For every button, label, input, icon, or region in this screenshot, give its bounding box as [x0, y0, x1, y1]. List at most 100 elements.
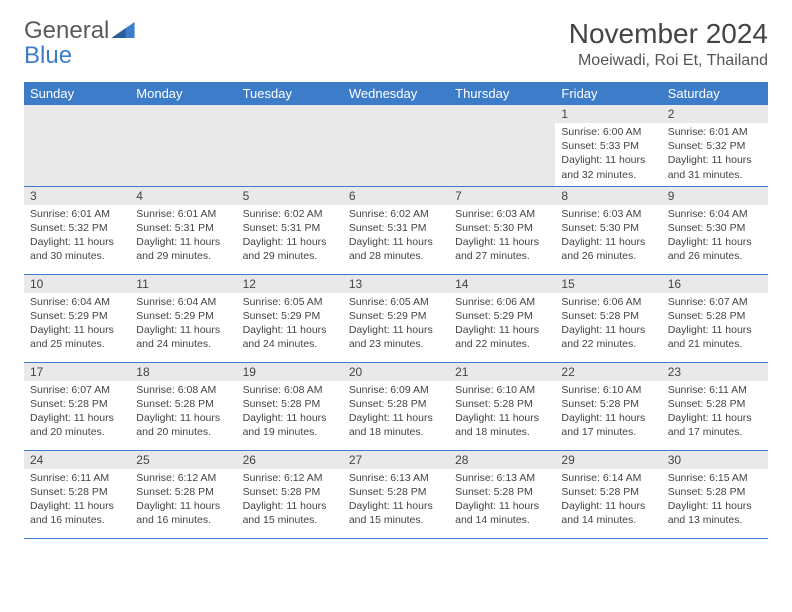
- day-cell: [24, 105, 130, 186]
- day-cell: 30Sunrise: 6:15 AMSunset: 5:28 PMDayligh…: [662, 450, 768, 538]
- sunrise-text: Sunrise: 6:02 AM: [243, 207, 337, 221]
- day-body: Sunrise: 6:01 AMSunset: 5:32 PMDaylight:…: [24, 205, 130, 268]
- day-number: 20: [343, 363, 449, 381]
- sunset-text: Sunset: 5:28 PM: [30, 485, 124, 499]
- day-cell: 12Sunrise: 6:05 AMSunset: 5:29 PMDayligh…: [237, 274, 343, 362]
- sunset-text: Sunset: 5:32 PM: [30, 221, 124, 235]
- day-number: 11: [130, 275, 236, 293]
- daylight-text: Daylight: 11 hours and 24 minutes.: [243, 323, 337, 351]
- day-header: Friday: [555, 82, 661, 105]
- sunset-text: Sunset: 5:29 PM: [136, 309, 230, 323]
- sunset-text: Sunset: 5:28 PM: [455, 397, 549, 411]
- daylight-text: Daylight: 11 hours and 30 minutes.: [30, 235, 124, 263]
- day-number: 18: [130, 363, 236, 381]
- day-body: Sunrise: 6:02 AMSunset: 5:31 PMDaylight:…: [343, 205, 449, 268]
- day-number: 24: [24, 451, 130, 469]
- daylight-text: Daylight: 11 hours and 22 minutes.: [455, 323, 549, 351]
- day-body: Sunrise: 6:10 AMSunset: 5:28 PMDaylight:…: [449, 381, 555, 444]
- day-body: Sunrise: 6:06 AMSunset: 5:28 PMDaylight:…: [555, 293, 661, 356]
- day-body: [343, 123, 449, 129]
- sunset-text: Sunset: 5:28 PM: [349, 397, 443, 411]
- day-number: 25: [130, 451, 236, 469]
- week-row: 3Sunrise: 6:01 AMSunset: 5:32 PMDaylight…: [24, 186, 768, 274]
- day-number: 3: [24, 187, 130, 205]
- sunrise-text: Sunrise: 6:07 AM: [668, 295, 762, 309]
- sunset-text: Sunset: 5:29 PM: [30, 309, 124, 323]
- day-body: Sunrise: 6:05 AMSunset: 5:29 PMDaylight:…: [343, 293, 449, 356]
- day-number: [343, 105, 449, 123]
- sunrise-text: Sunrise: 6:04 AM: [668, 207, 762, 221]
- sunset-text: Sunset: 5:32 PM: [668, 139, 762, 153]
- day-number: 1: [555, 105, 661, 123]
- location: Moeiwadi, Roi Et, Thailand: [569, 52, 768, 70]
- day-cell: 18Sunrise: 6:08 AMSunset: 5:28 PMDayligh…: [130, 362, 236, 450]
- sunset-text: Sunset: 5:28 PM: [30, 397, 124, 411]
- day-body: Sunrise: 6:07 AMSunset: 5:28 PMDaylight:…: [662, 293, 768, 356]
- day-number: 14: [449, 275, 555, 293]
- day-cell: 26Sunrise: 6:12 AMSunset: 5:28 PMDayligh…: [237, 450, 343, 538]
- sunrise-text: Sunrise: 6:13 AM: [349, 471, 443, 485]
- day-number: 4: [130, 187, 236, 205]
- week-row: 10Sunrise: 6:04 AMSunset: 5:29 PMDayligh…: [24, 274, 768, 362]
- daylight-text: Daylight: 11 hours and 14 minutes.: [455, 499, 549, 527]
- sunrise-text: Sunrise: 6:04 AM: [136, 295, 230, 309]
- sunset-text: Sunset: 5:31 PM: [136, 221, 230, 235]
- day-body: [237, 123, 343, 129]
- daylight-text: Daylight: 11 hours and 26 minutes.: [561, 235, 655, 263]
- day-cell: 4Sunrise: 6:01 AMSunset: 5:31 PMDaylight…: [130, 186, 236, 274]
- day-number: 7: [449, 187, 555, 205]
- day-number: 16: [662, 275, 768, 293]
- day-body: Sunrise: 6:01 AMSunset: 5:32 PMDaylight:…: [662, 123, 768, 186]
- day-header: Monday: [130, 82, 236, 105]
- day-number: 29: [555, 451, 661, 469]
- sunrise-text: Sunrise: 6:05 AM: [243, 295, 337, 309]
- sunset-text: Sunset: 5:28 PM: [668, 309, 762, 323]
- title-block: November 2024 Moeiwadi, Roi Et, Thailand: [569, 18, 768, 70]
- day-cell: 28Sunrise: 6:13 AMSunset: 5:28 PMDayligh…: [449, 450, 555, 538]
- sunset-text: Sunset: 5:29 PM: [349, 309, 443, 323]
- day-body: Sunrise: 6:14 AMSunset: 5:28 PMDaylight:…: [555, 469, 661, 532]
- sunrise-text: Sunrise: 6:00 AM: [561, 125, 655, 139]
- sunrise-text: Sunrise: 6:02 AM: [349, 207, 443, 221]
- day-header: Tuesday: [237, 82, 343, 105]
- day-cell: 22Sunrise: 6:10 AMSunset: 5:28 PMDayligh…: [555, 362, 661, 450]
- day-number: 28: [449, 451, 555, 469]
- day-body: Sunrise: 6:10 AMSunset: 5:28 PMDaylight:…: [555, 381, 661, 444]
- day-header: Sunday: [24, 82, 130, 105]
- day-number: 15: [555, 275, 661, 293]
- week-row: 17Sunrise: 6:07 AMSunset: 5:28 PMDayligh…: [24, 362, 768, 450]
- sunset-text: Sunset: 5:28 PM: [349, 485, 443, 499]
- day-number: 23: [662, 363, 768, 381]
- day-number: [237, 105, 343, 123]
- sunrise-text: Sunrise: 6:07 AM: [30, 383, 124, 397]
- daylight-text: Daylight: 11 hours and 18 minutes.: [455, 411, 549, 439]
- day-number: 13: [343, 275, 449, 293]
- sunrise-text: Sunrise: 6:08 AM: [243, 383, 337, 397]
- day-cell: 13Sunrise: 6:05 AMSunset: 5:29 PMDayligh…: [343, 274, 449, 362]
- sunrise-text: Sunrise: 6:01 AM: [30, 207, 124, 221]
- day-body: Sunrise: 6:08 AMSunset: 5:28 PMDaylight:…: [130, 381, 236, 444]
- day-cell: 9Sunrise: 6:04 AMSunset: 5:30 PMDaylight…: [662, 186, 768, 274]
- day-cell: 3Sunrise: 6:01 AMSunset: 5:32 PMDaylight…: [24, 186, 130, 274]
- day-cell: [343, 105, 449, 186]
- daylight-text: Daylight: 11 hours and 22 minutes.: [561, 323, 655, 351]
- daylight-text: Daylight: 11 hours and 23 minutes.: [349, 323, 443, 351]
- day-body: Sunrise: 6:01 AMSunset: 5:31 PMDaylight:…: [130, 205, 236, 268]
- header: GeneralBlue November 2024 Moeiwadi, Roi …: [24, 18, 768, 70]
- day-number: 26: [237, 451, 343, 469]
- daylight-text: Daylight: 11 hours and 27 minutes.: [455, 235, 549, 263]
- day-body: Sunrise: 6:06 AMSunset: 5:29 PMDaylight:…: [449, 293, 555, 356]
- day-header: Saturday: [662, 82, 768, 105]
- day-body: [130, 123, 236, 129]
- day-number: 22: [555, 363, 661, 381]
- day-cell: [237, 105, 343, 186]
- day-cell: 24Sunrise: 6:11 AMSunset: 5:28 PMDayligh…: [24, 450, 130, 538]
- day-body: Sunrise: 6:04 AMSunset: 5:29 PMDaylight:…: [24, 293, 130, 356]
- logo: GeneralBlue: [24, 18, 135, 68]
- sunset-text: Sunset: 5:28 PM: [136, 397, 230, 411]
- sunset-text: Sunset: 5:28 PM: [136, 485, 230, 499]
- day-number: 12: [237, 275, 343, 293]
- day-body: [449, 123, 555, 129]
- sunset-text: Sunset: 5:28 PM: [561, 397, 655, 411]
- sunrise-text: Sunrise: 6:12 AM: [136, 471, 230, 485]
